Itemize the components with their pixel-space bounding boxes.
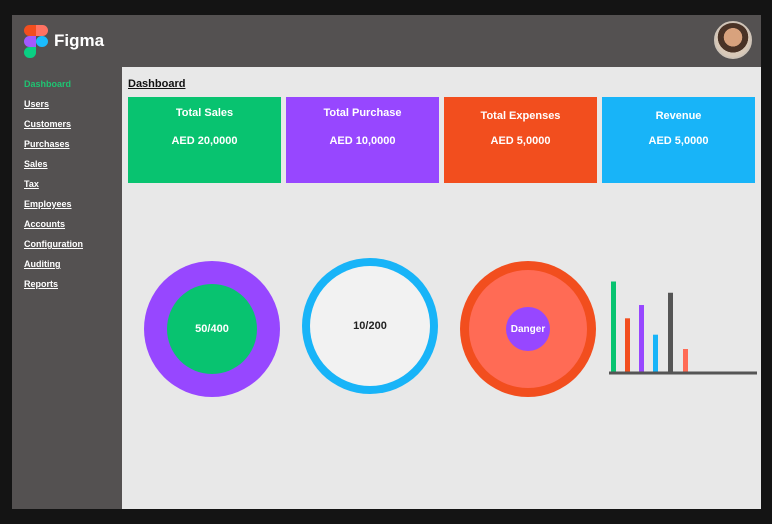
sidebar-item-auditing[interactable]: Auditing	[24, 259, 61, 269]
card-value: AED 10,0000	[329, 135, 396, 147]
card-title: Total Purchase	[323, 107, 402, 119]
total-expenses-card[interactable]: Total Expenses AED 5,0000	[444, 97, 597, 183]
figma-logo-icon	[24, 25, 49, 58]
widget-label: 50/400	[167, 284, 257, 374]
chart-bar	[653, 334, 658, 372]
page-title: Dashboard	[128, 78, 186, 90]
revenue-card[interactable]: Revenue AED 5,0000	[602, 97, 755, 183]
total-sales-card[interactable]: Total Sales AED 20,0000	[128, 97, 281, 183]
total-purchase-card[interactable]: Total Purchase AED 10,0000	[286, 97, 439, 183]
progress-widget-50-400: 50/400	[144, 261, 280, 397]
sidebar-item-purchases[interactable]: Purchases	[24, 139, 70, 149]
top-bar: Figma	[12, 15, 761, 67]
app-window: Figma Dashboard Users Customers Purchase…	[12, 15, 761, 509]
sidebar-item-tax[interactable]: Tax	[24, 179, 39, 189]
sidebar-item-accounts[interactable]: Accounts	[24, 219, 66, 229]
card-value: AED 20,0000	[171, 135, 238, 147]
chart-bar	[625, 318, 630, 372]
main-content: Dashboard Total Sales AED 20,0000 Total …	[122, 67, 761, 509]
sidebar: Dashboard Users Customers Purchases Sale…	[12, 67, 122, 509]
chart-bar	[683, 349, 688, 372]
chart-bar	[639, 305, 644, 372]
card-value: AED 5,0000	[648, 135, 709, 147]
card-title: Revenue	[655, 110, 702, 122]
card-title: Total Expenses	[480, 110, 561, 122]
sidebar-item-employees[interactable]: Employees	[24, 199, 72, 209]
sidebar-item-customers[interactable]: Customers	[24, 119, 72, 129]
sidebar-item-sales[interactable]: Sales	[24, 159, 48, 169]
avatar[interactable]	[714, 21, 752, 59]
sidebar-item-dashboard[interactable]: Dashboard	[24, 79, 72, 89]
chart-bar	[611, 281, 616, 372]
card-value: AED 5,0000	[490, 135, 551, 147]
app-name: Figma	[54, 31, 105, 50]
danger-widget: Danger	[460, 261, 596, 397]
sidebar-item-reports[interactable]: Reports	[24, 279, 59, 289]
progress-widget-10-200: 10/200	[302, 258, 438, 394]
chart-bar	[668, 292, 673, 372]
widget-label: 10/200	[310, 266, 430, 386]
card-title: Total Sales	[175, 107, 234, 119]
sidebar-item-users[interactable]: Users	[24, 99, 50, 109]
sidebar-item-configuration[interactable]: Configuration	[24, 239, 83, 249]
mini-bar-chart	[609, 281, 757, 375]
widget-label: Danger	[506, 307, 550, 351]
